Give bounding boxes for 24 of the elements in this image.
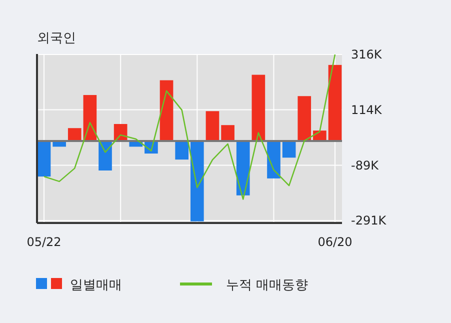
bar xyxy=(236,140,250,196)
y-tick-label: 316K xyxy=(351,48,383,62)
y-tick-label: -89K xyxy=(351,158,380,172)
bar xyxy=(252,74,266,141)
chart-title: 외국인 xyxy=(37,31,76,46)
bar xyxy=(298,96,312,141)
bar xyxy=(206,111,220,141)
x-tick-label: 06/20 xyxy=(318,235,352,249)
bar xyxy=(282,140,296,158)
bar xyxy=(175,140,189,160)
bar xyxy=(160,80,174,141)
legend-label: 누적 매매동향 xyxy=(226,278,308,293)
bar xyxy=(190,140,204,222)
bar xyxy=(98,140,112,170)
legend-label: 일별매매 xyxy=(70,278,122,293)
y-tick-label: -291K xyxy=(351,214,388,228)
x-tick-label: 05/22 xyxy=(26,235,62,249)
bar xyxy=(68,128,82,141)
bar xyxy=(37,140,51,177)
bar xyxy=(221,125,234,141)
line-series xyxy=(43,54,336,200)
y-tick-label: 114K xyxy=(351,102,383,117)
bar xyxy=(328,64,342,141)
bar xyxy=(267,140,280,178)
